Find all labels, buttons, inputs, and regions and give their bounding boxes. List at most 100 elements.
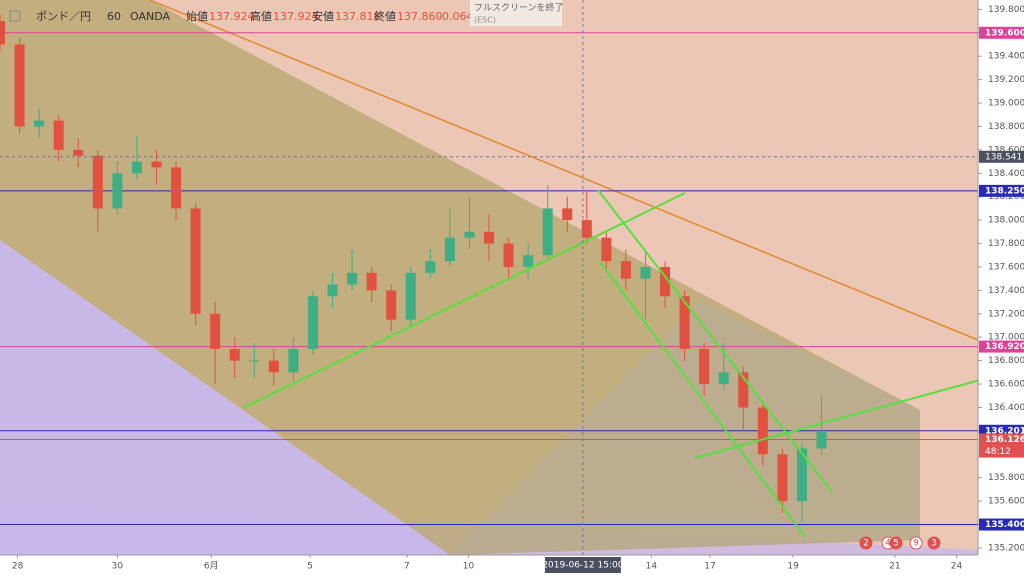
candle-body [190, 208, 201, 314]
y-tick-label: 135.800 [988, 473, 1024, 483]
crosshair-y-label: 138.541 [985, 152, 1022, 162]
level-label: 136.920 [985, 342, 1024, 352]
y-tick-label: 136.400 [988, 403, 1024, 413]
y-tick-label: 137.400 [988, 286, 1024, 296]
candle-body [73, 149, 84, 156]
level-badge [979, 340, 1024, 353]
y-tick-label: 137.800 [988, 239, 1024, 249]
x-tick-label: 7 [404, 562, 410, 572]
candle-body [268, 360, 279, 373]
x-tick-label: 5 [307, 562, 313, 572]
tooltip [470, 0, 562, 26]
candle-body [601, 237, 612, 262]
time-axis [0, 555, 978, 575]
candle-body [53, 120, 64, 150]
level-label: 135.400 [985, 520, 1024, 530]
candle-body [405, 272, 416, 320]
level-badge [979, 184, 1024, 197]
candle-body [444, 237, 455, 262]
x-tick-label: 21 [889, 562, 900, 572]
x-tick-label: 24 [951, 562, 963, 572]
event-badge [859, 536, 873, 550]
trend-line [242, 192, 686, 409]
candle-body [796, 448, 807, 502]
stat-value: 137.818 [335, 10, 381, 23]
candle-body [288, 348, 299, 373]
candle-body [679, 296, 690, 349]
y-tick-label: 138.000 [988, 216, 1024, 226]
candle-body [757, 407, 768, 455]
candle-body [307, 296, 318, 349]
trend-line [599, 261, 806, 538]
candle-body [738, 372, 749, 408]
price-axis [978, 0, 1024, 575]
change: -0.064 [438, 10, 473, 23]
candle-body [34, 120, 45, 127]
stat-value: 137.924 [273, 10, 319, 23]
y-tick-label: 138.800 [988, 122, 1024, 132]
countdown-badge [979, 445, 1024, 458]
y-tick-label: 137.200 [988, 309, 1024, 319]
broker[interactable]: OANDA [130, 10, 170, 23]
stat-label: 安値 [312, 9, 334, 23]
icon[interactable] [9, 10, 21, 22]
candle-body [718, 372, 729, 385]
y-tick-label: 138.600 [988, 145, 1024, 155]
candle-body [562, 208, 573, 221]
x-tick-label: 14 [646, 562, 658, 572]
tooltip-key: (ESC) [474, 16, 496, 25]
event-count[interactable]: 3 [931, 539, 937, 549]
y-tick-label: 138.400 [988, 169, 1024, 179]
x-tick-label: 19 [787, 562, 799, 572]
candle-body [14, 44, 25, 127]
candle-body [425, 261, 436, 273]
candle-body [699, 348, 710, 385]
x-tick-label: 17 [704, 562, 715, 572]
symbol: ポンド／円 [36, 10, 91, 23]
crosshair-y-badge [979, 150, 1024, 163]
tooltip-text: フルスクリーンを終了 [474, 2, 564, 14]
candle-body [0, 21, 5, 45]
candle-body [229, 348, 240, 361]
candle-body [464, 231, 475, 238]
y-tick-label: 138.200 [988, 192, 1024, 202]
crosshair-x-label: 2019-06-12 15:00 [542, 561, 623, 571]
event-count[interactable]: 5 [893, 539, 899, 549]
stat-label: 終値 [374, 9, 396, 23]
candle-body [210, 313, 221, 349]
level-badge [979, 26, 1024, 39]
candle-body [112, 173, 123, 209]
candle-body [640, 266, 651, 279]
trend-line [694, 379, 981, 459]
stat-label: 始値 [186, 9, 208, 23]
candle-body [542, 208, 553, 256]
candle-body [171, 167, 182, 209]
candle-body [386, 290, 397, 320]
y-tick-label: 139.400 [988, 52, 1024, 62]
event-count[interactable]: 4 [885, 539, 891, 549]
level-badge [979, 518, 1024, 531]
candle-body [660, 266, 671, 297]
event-count[interactable]: 9 [913, 539, 919, 549]
candle-body [327, 284, 338, 297]
interval: 60 [107, 10, 121, 23]
candle-body [503, 243, 514, 267]
level-label: 138.250 [985, 186, 1024, 196]
level-label: 136.201 [985, 426, 1024, 436]
crosshair-x-badge [544, 557, 621, 573]
candle-body [131, 161, 142, 174]
candle-body [92, 155, 103, 209]
candle-body [581, 220, 592, 238]
event-badge [927, 536, 941, 550]
event-badge [889, 536, 903, 550]
stat-value: 137.860 [397, 10, 443, 23]
event-count[interactable]: 2 [863, 539, 869, 549]
candle-body [347, 272, 358, 285]
y-tick-label: 139.000 [988, 99, 1024, 109]
candle-body [523, 255, 534, 267]
y-tick-label: 136.800 [988, 356, 1024, 366]
candle-body [151, 161, 162, 168]
x-tick-label: 6月 [204, 561, 219, 572]
candle-body [366, 272, 377, 291]
